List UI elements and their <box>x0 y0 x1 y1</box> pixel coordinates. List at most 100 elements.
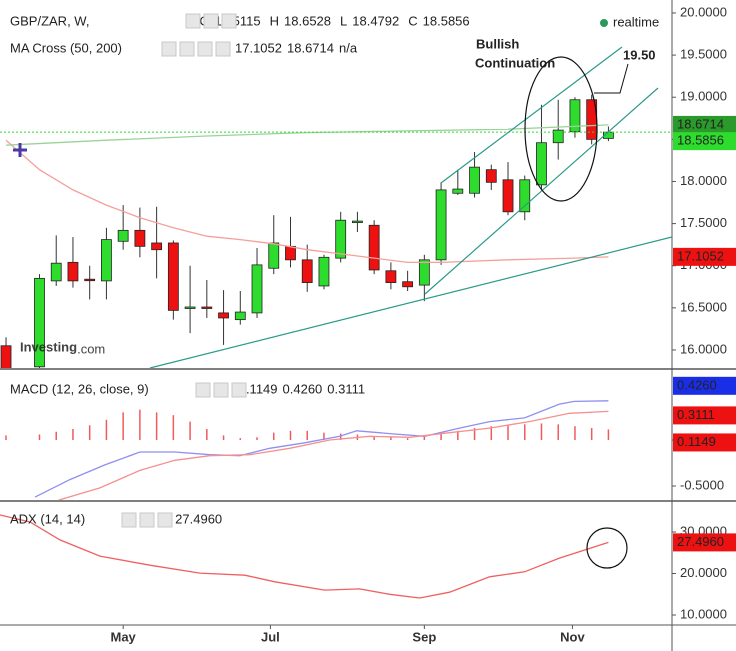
y-tick-label: 16.5000 <box>680 299 727 314</box>
candle-body <box>34 277 45 368</box>
candle-body <box>335 219 347 259</box>
toolbar-icons[interactable] <box>121 13 247 528</box>
series-line <box>0 514 609 599</box>
x-tick-label: Jul <box>261 629 280 644</box>
price-tag <box>673 433 736 452</box>
annotation-circle <box>586 527 628 569</box>
y-tick-label: 16.0000 <box>680 341 727 356</box>
candle-body <box>485 169 497 183</box>
indicator-value: 18.6714 <box>287 40 334 55</box>
annotation-ellipse <box>524 56 598 202</box>
x-tick-label: Sep <box>412 629 436 644</box>
y-tick-label: 17.5000 <box>680 215 727 230</box>
ohlc-value: 18.4792 <box>352 13 399 28</box>
candle-body <box>167 242 179 311</box>
price-tag-label: 0.1149 <box>677 434 716 449</box>
trend-lines <box>149 46 672 368</box>
watermark: Investing <box>20 339 77 354</box>
candle-body <box>569 99 581 133</box>
candle-body <box>151 242 163 251</box>
price-tag <box>673 533 736 552</box>
series-line <box>34 400 609 498</box>
indicator-value: 27.4960 <box>175 511 222 526</box>
candle-body <box>536 142 547 186</box>
indicator-value: 0.1149 <box>239 381 278 396</box>
ohlc-letter: C <box>408 13 417 28</box>
crosshair-icon <box>13 143 27 157</box>
series-line <box>5 139 609 264</box>
candle-body <box>67 261 79 282</box>
candle-body <box>402 281 414 288</box>
price-tag-label: 0.3111 <box>677 407 715 422</box>
feed-status: realtime <box>613 14 659 29</box>
candle-body <box>251 264 263 314</box>
candle-body <box>301 259 313 283</box>
candle-body <box>552 129 564 144</box>
y-tick-label: 20.0000 <box>680 565 727 580</box>
indicator-title: ADX (14, 14) <box>10 511 85 526</box>
candle-body <box>285 245 296 261</box>
candle-body <box>385 270 397 283</box>
candle-body <box>184 306 196 309</box>
indicator-value: 0.4260 <box>283 381 323 396</box>
ohlc-value: 18.5115 <box>215 13 261 28</box>
candle-body <box>519 179 531 213</box>
y-tick-label: 20.0000 <box>680 4 727 19</box>
candle-body <box>101 239 112 282</box>
candle-body <box>452 188 464 194</box>
candle-body <box>368 224 380 271</box>
ohlc-letter: H <box>270 13 279 28</box>
y-tick-label: 18.0000 <box>680 173 727 188</box>
candle-body <box>218 312 229 319</box>
series-line <box>57 410 609 500</box>
candle-body <box>50 262 62 282</box>
x-tick-label: May <box>111 629 137 644</box>
candle-body <box>84 278 96 282</box>
ohlc-value: 18.5856 <box>423 13 470 28</box>
annotation: Continuation <box>475 55 555 70</box>
price-tag-label: 17.1052 <box>677 248 724 263</box>
ohlc-value: 18.6528 <box>284 13 331 28</box>
candle-body <box>318 256 330 287</box>
price-tag-label: 27.4960 <box>677 534 724 549</box>
indicator-title: MA Cross (50, 200) <box>10 40 122 55</box>
ohlc-letter: L <box>340 13 347 28</box>
candles <box>0 94 614 368</box>
candle-body <box>418 259 430 286</box>
price-tag <box>673 376 736 395</box>
candle-body <box>234 311 246 321</box>
candle-body <box>352 220 363 223</box>
y-tick-label: -0.5000 <box>680 477 724 492</box>
price-tag <box>673 132 736 151</box>
candle-body <box>502 179 514 213</box>
candle-body <box>117 229 129 242</box>
candle-body <box>201 306 213 309</box>
price-tag <box>673 247 736 266</box>
candle-body <box>134 229 146 247</box>
indicator-value: 0.3111 <box>327 381 365 396</box>
y-tick-label: 19.5000 <box>680 47 727 62</box>
indicator-title: MACD (12, 26, close, 9) <box>10 381 149 396</box>
annotation: Bullish <box>476 36 519 51</box>
candle-body <box>0 345 12 368</box>
price-tag-label: 18.6714 <box>677 116 724 131</box>
indicator-value: 17.1052 <box>235 40 282 55</box>
x-tick-label: Nov <box>560 629 585 644</box>
price-tag-label: 0.4260 <box>677 377 717 392</box>
indicator-extra: n/a <box>339 40 358 55</box>
y-tick-label: 10.0000 <box>680 606 727 621</box>
candle-body <box>435 189 447 261</box>
price-tag <box>673 115 736 134</box>
series-line <box>5 124 609 146</box>
price-tag-label: 18.5856 <box>677 133 724 148</box>
y-tick-label: 19.0000 <box>680 89 727 104</box>
watermark: .com <box>77 341 105 356</box>
candle-body <box>268 242 280 269</box>
annotation-callout <box>594 63 629 94</box>
annotation: 19.50 <box>623 47 656 62</box>
price-tag <box>673 406 736 425</box>
realtime-dot <box>600 19 608 27</box>
candle-body <box>469 166 480 194</box>
